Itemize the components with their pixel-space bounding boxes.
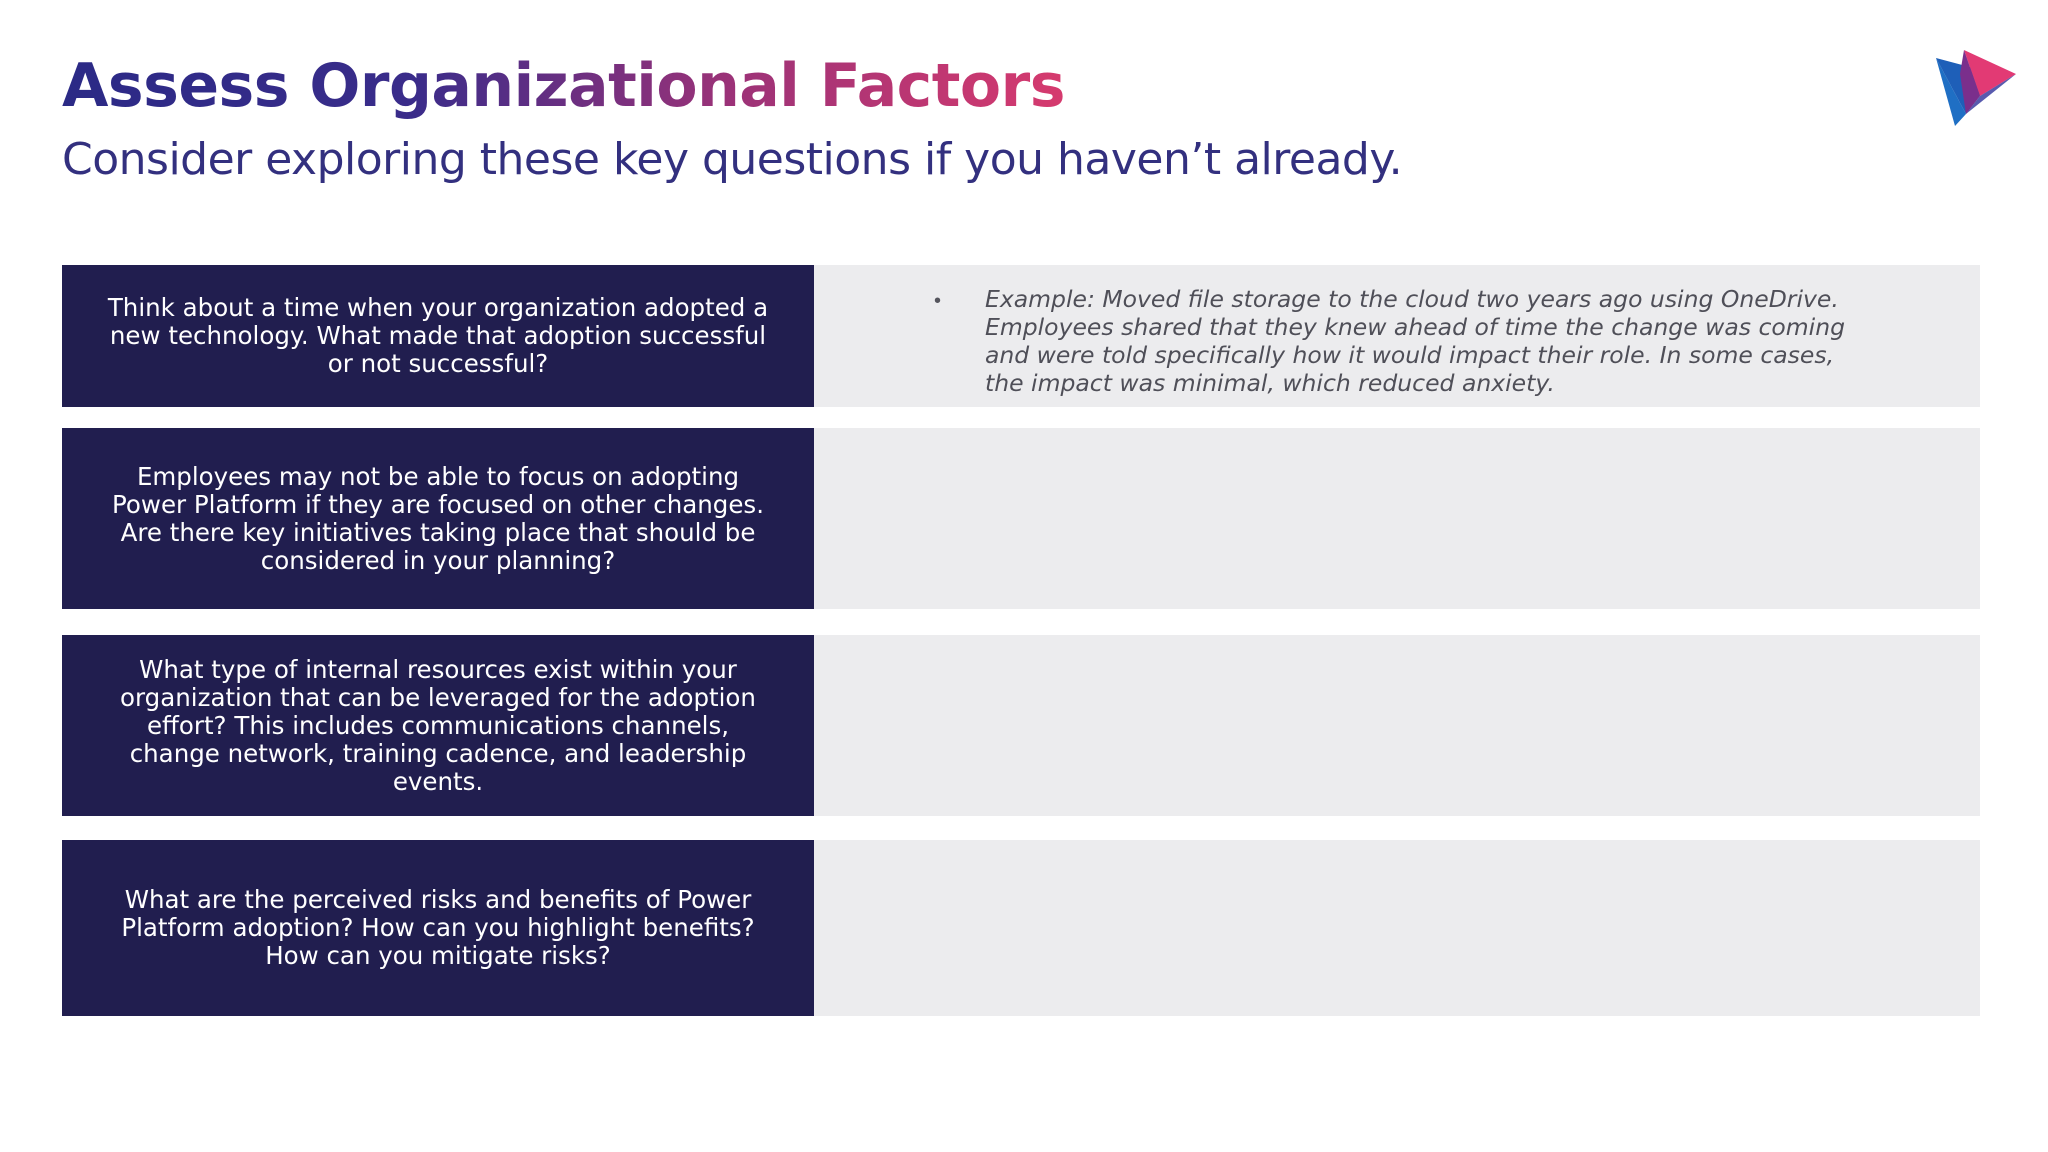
question-cell: Think about a time when your organizatio…: [62, 265, 814, 407]
question-row: Think about a time when your organizatio…: [62, 265, 1980, 407]
bullet-marker: •: [934, 290, 942, 312]
answer-cell[interactable]: [814, 428, 1980, 609]
answer-cell[interactable]: [814, 635, 1980, 816]
question-row: What type of internal resources exist wi…: [62, 635, 1980, 816]
question-row: Employees may not be able to focus on ad…: [62, 428, 1980, 609]
question-text: What type of internal resources exist wi…: [120, 654, 756, 796]
play-triangle-logo-icon: [1936, 50, 2016, 126]
answer-cell[interactable]: [814, 840, 1980, 1016]
question-text: Employees may not be able to focus on ad…: [112, 461, 764, 575]
answer-example-text: Example: Moved file storage to the cloud…: [985, 285, 1846, 397]
slide-subtitle: Consider exploring these key questions i…: [62, 134, 1403, 185]
answer-cell[interactable]: • Example: Moved file storage to the clo…: [814, 265, 1980, 407]
question-cell: What type of internal resources exist wi…: [62, 635, 814, 816]
question-row: What are the perceived risks and benefit…: [62, 840, 1980, 1016]
question-cell: Employees may not be able to focus on ad…: [62, 428, 814, 609]
question-cell: What are the perceived risks and benefit…: [62, 840, 814, 1016]
slide-title: Assess Organizational Factors: [62, 48, 1065, 124]
question-text: Think about a time when your organizatio…: [107, 293, 769, 378]
question-text: What are the perceived risks and benefit…: [121, 885, 755, 970]
